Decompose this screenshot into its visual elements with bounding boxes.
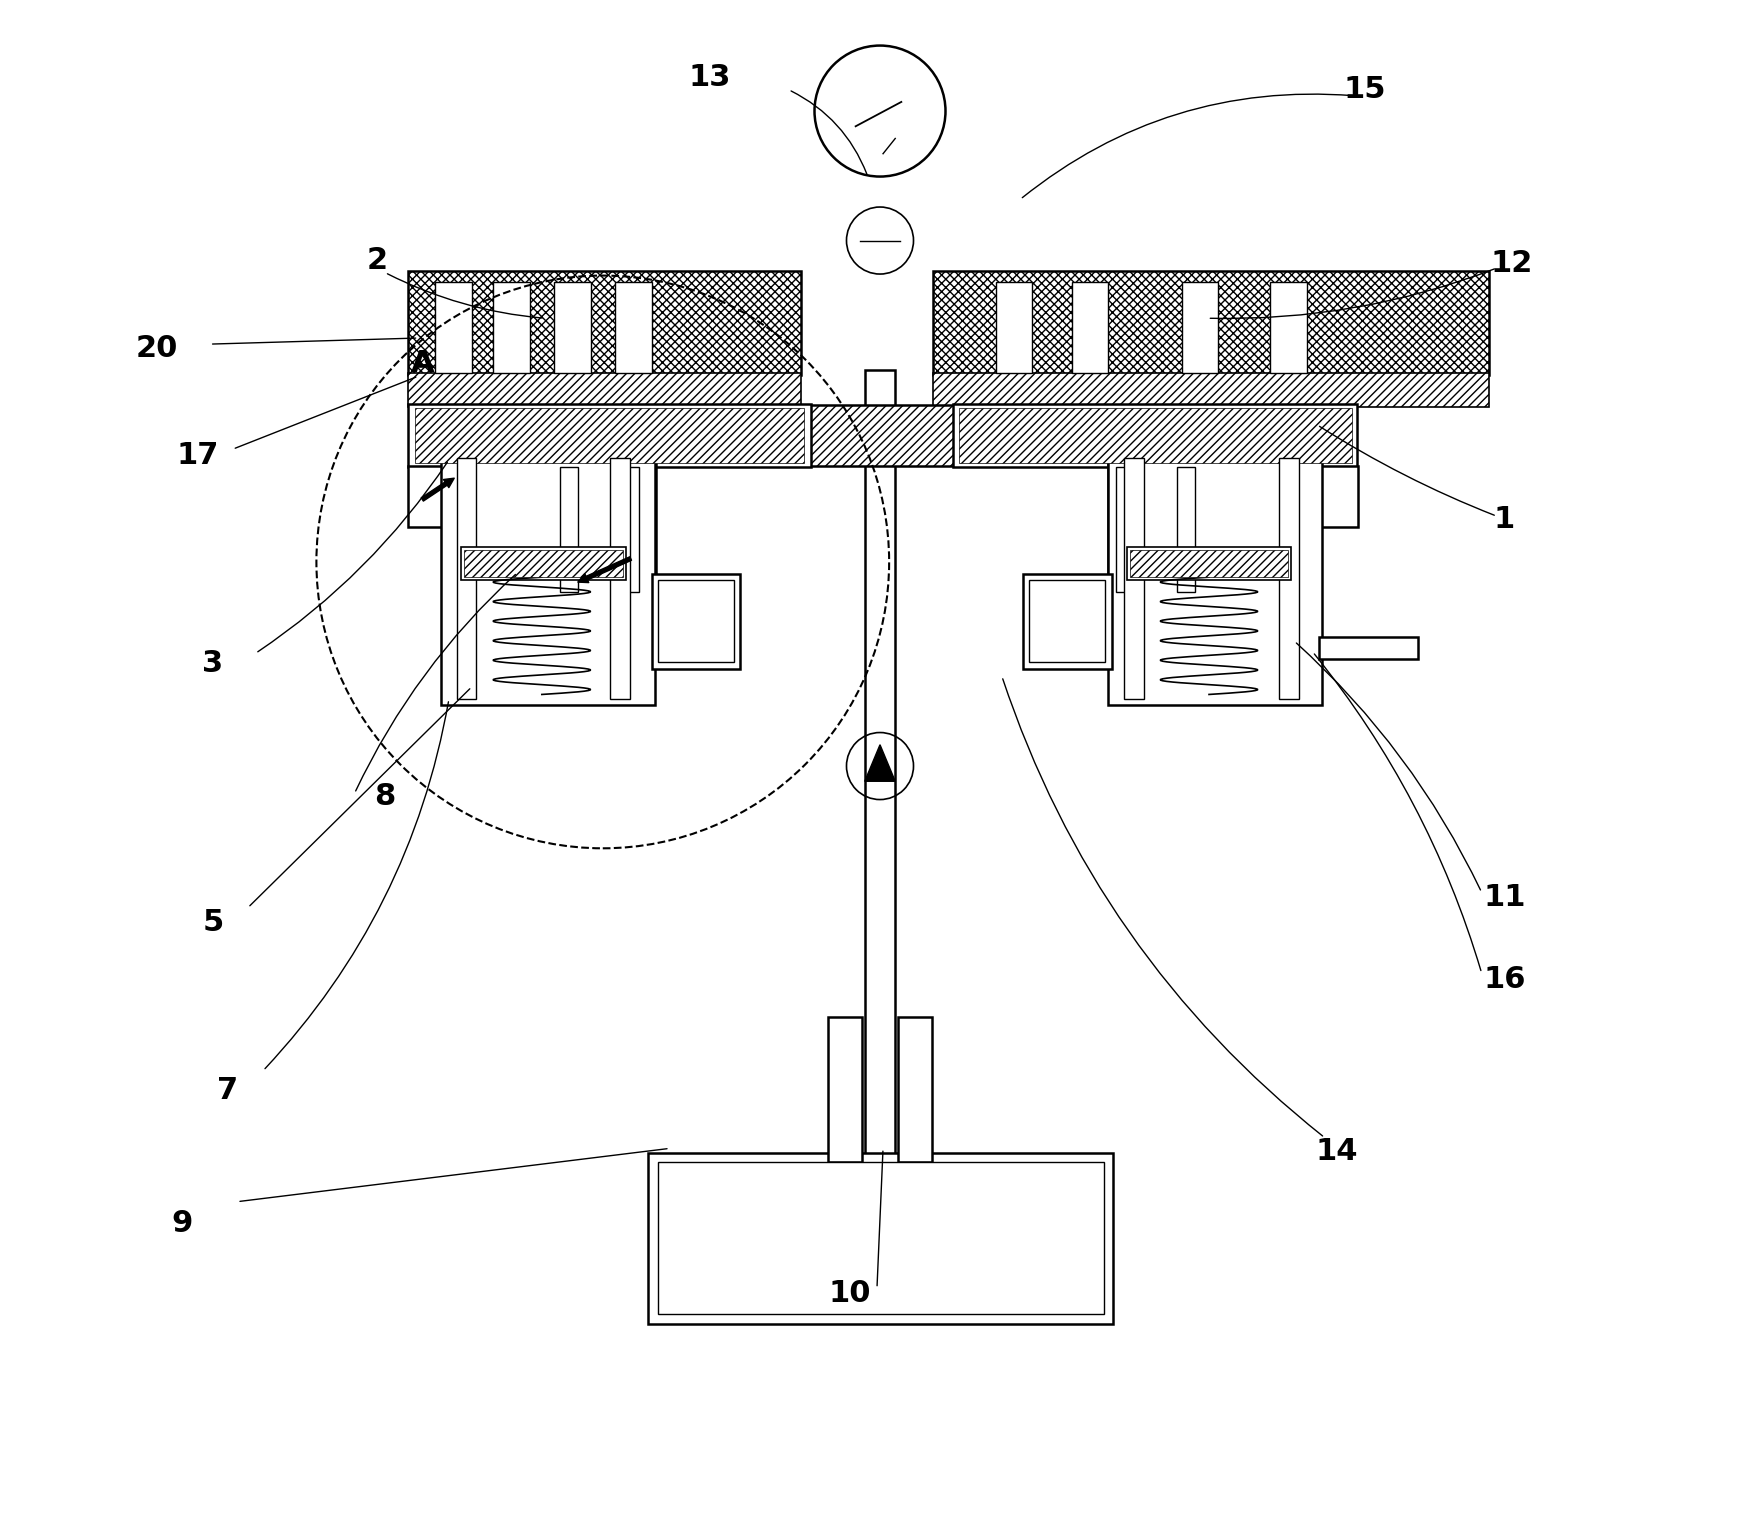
Bar [959,407,1352,462]
Bar [408,272,801,374]
Bar [1072,282,1109,372]
Bar [1116,467,1135,592]
Text: 1: 1 [1494,505,1515,534]
Bar [933,372,1489,406]
Bar [658,580,734,662]
Bar [750,404,1010,465]
Bar [996,282,1033,372]
Text: 14: 14 [1316,1137,1359,1166]
Text: 12: 12 [1491,249,1533,278]
Bar [408,465,466,526]
Text: 9: 9 [172,1209,194,1238]
Bar [898,1018,931,1163]
Text: 8: 8 [375,781,396,810]
Bar [954,403,1357,467]
Bar [651,574,739,668]
Bar [1318,636,1419,659]
Bar [1109,453,1322,705]
Bar [933,272,1489,374]
Bar [1126,546,1292,580]
Text: 2: 2 [366,246,387,275]
Bar [1130,549,1288,577]
Bar [415,407,804,462]
Bar [465,549,623,577]
Text: 7: 7 [218,1076,239,1105]
Text: A: A [412,349,435,378]
Bar [648,1154,1112,1323]
Polygon shape [864,745,896,781]
Text: 11: 11 [1484,882,1526,911]
Bar [493,282,530,372]
Bar [408,372,801,406]
Bar [614,282,651,372]
Bar [658,1163,1104,1314]
Text: 20: 20 [136,334,178,363]
Text: 15: 15 [1343,75,1385,104]
Bar [1109,464,1213,598]
Bar [553,464,656,598]
Bar [1301,465,1359,526]
Bar [560,467,579,592]
Bar [1023,574,1112,668]
Text: 17: 17 [176,441,218,470]
Text: 13: 13 [688,63,730,92]
Bar [456,458,477,699]
Bar [408,403,811,467]
Bar [435,282,472,372]
Bar [442,453,655,705]
Bar [621,467,639,592]
Bar [864,369,896,1163]
Bar [1280,458,1299,699]
Text: 10: 10 [829,1279,871,1308]
Bar [829,1018,862,1163]
Bar [1030,580,1105,662]
Text: 3: 3 [202,650,224,679]
Bar [1177,467,1195,592]
Bar [554,282,591,372]
Bar [1271,282,1306,372]
Text: 16: 16 [1484,964,1526,993]
Bar [1181,282,1218,372]
Text: 5: 5 [202,908,224,937]
Bar [1123,458,1144,699]
Bar [611,458,630,699]
Bar [461,546,625,580]
